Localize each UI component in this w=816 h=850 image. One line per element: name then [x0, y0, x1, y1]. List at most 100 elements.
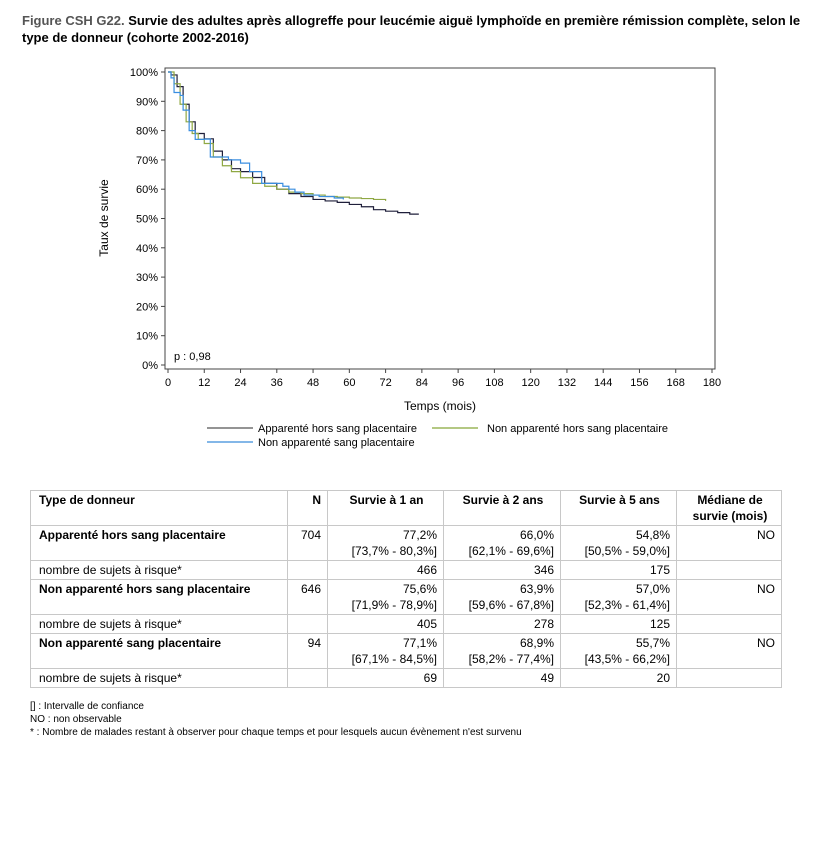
survival-5y: 54,8% [50,5% - 59,0%]	[560, 525, 677, 561]
x-tick-label: 120	[521, 377, 539, 389]
x-tick-label: 0	[165, 377, 171, 389]
ci: [43,5% - 66,2%]	[584, 652, 670, 666]
col-header-n: N	[287, 490, 328, 526]
footnote: * : Nombre de malades restant à observer…	[30, 727, 522, 738]
x-tick-label: 156	[630, 377, 648, 389]
risk-1y: 405	[327, 614, 444, 634]
x-tick-label: 180	[703, 377, 721, 389]
value: 75,6%	[402, 582, 437, 596]
table-section: Type de donneur N Survie à 1 an Survie à…	[30, 490, 790, 739]
risk-row: nombre de sujets à risque* 466 346 175	[30, 560, 782, 580]
survival-2y: 63,9% [59,6% - 67,8%]	[443, 579, 561, 615]
risk-label: nombre de sujets à risque*	[30, 668, 288, 688]
value: 55,7%	[635, 636, 670, 650]
ci: [50,5% - 59,0%]	[584, 544, 670, 558]
median-survival: NO	[676, 633, 782, 669]
risk-2y: 278	[443, 614, 561, 634]
legend-label: Apparenté hors sang placentaire	[258, 423, 417, 435]
value: 77,2%	[402, 528, 437, 542]
survival-1y: 77,2% [73,7% - 80,3%]	[327, 525, 444, 561]
y-tick-label: 20%	[136, 301, 158, 313]
risk-1y: 466	[327, 560, 444, 580]
ci: [73,7% - 80,3%]	[351, 544, 437, 558]
x-tick-label: 36	[271, 377, 283, 389]
survival-1y: 77,1% [67,1% - 84,5%]	[327, 633, 444, 669]
value: 54,8%	[635, 528, 670, 542]
ci: [67,1% - 84,5%]	[351, 652, 437, 666]
donor-type: Non apparenté hors sang placentaire	[30, 579, 288, 615]
figure-title-text: Survie des adultes après allogreffe pour…	[22, 13, 801, 45]
survival-chart: 0% 10% 20% 30% 40% 50% 60% 70% 80% 90% 100% 0 12 24 36…	[97, 67, 721, 449]
survival-curve-2	[168, 71, 387, 201]
y-tick-label: 60%	[136, 184, 158, 196]
footnote: NO : non observable	[30, 714, 122, 725]
median-survival: NO	[676, 525, 782, 561]
risk-1y: 69	[327, 668, 444, 688]
table-header-row: Type de donneur N Survie à 1 an Survie à…	[30, 490, 782, 526]
empty-cell	[287, 668, 328, 688]
risk-5y: 125	[560, 614, 677, 634]
value: 66,0%	[519, 528, 554, 542]
footnotes: [] : Intervalle de confiance NO : non ob…	[30, 700, 790, 739]
x-tick-label: 60	[343, 377, 355, 389]
plot-frame	[164, 67, 716, 370]
risk-2y: 49	[443, 668, 561, 688]
risk-row: nombre de sujets à risque* 405 278 125	[30, 614, 782, 634]
y-tick-label: 10%	[136, 331, 158, 343]
ci: [52,3% - 61,4%]	[584, 598, 670, 612]
y-tick-label: 40%	[136, 243, 158, 255]
value: 77,1%	[402, 636, 437, 650]
y-axis-label: Taux de survie	[97, 179, 111, 257]
ci: [58,2% - 77,4%]	[468, 652, 554, 666]
x-tick-label: 108	[485, 377, 503, 389]
risk-2y: 346	[443, 560, 561, 580]
y-tick-label: 50%	[136, 214, 158, 226]
empty-cell	[676, 560, 782, 580]
n-value: 704	[287, 525, 328, 561]
value: 57,0%	[635, 582, 670, 596]
table-row: Non apparenté sang placentaire 94 77,1% […	[30, 633, 782, 669]
figure-label: Figure CSH G22.	[22, 13, 125, 28]
x-tick-label: 132	[558, 377, 576, 389]
empty-cell	[287, 560, 328, 580]
col-header-type: Type de donneur	[30, 490, 288, 526]
col-header-median: Médiane de survie (mois)	[676, 490, 782, 526]
y-tick-label: 80%	[136, 126, 158, 138]
risk-5y: 20	[560, 668, 677, 688]
x-tick-label: 24	[234, 377, 246, 389]
empty-cell	[676, 668, 782, 688]
legend-label: Non apparenté hors sang placentaire	[487, 423, 668, 435]
x-tick-label: 48	[307, 377, 319, 389]
empty-cell	[287, 614, 328, 634]
y-tick-label: 70%	[136, 155, 158, 167]
donor-type: Apparenté hors sang placentaire	[30, 525, 288, 561]
x-tick-label: 144	[594, 377, 612, 389]
ci: [62,1% - 69,6%]	[468, 544, 554, 558]
risk-row: nombre de sujets à risque* 69 49 20	[30, 668, 782, 688]
risk-label: nombre de sujets à risque*	[30, 614, 288, 634]
survival-2y: 66,0% [62,1% - 69,6%]	[443, 525, 561, 561]
donor-type: Non apparenté sang placentaire	[30, 633, 288, 669]
risk-label: nombre de sujets à risque*	[30, 560, 288, 580]
ci: [59,6% - 67,8%]	[468, 598, 554, 612]
ci: [71,9% - 78,9%]	[351, 598, 437, 612]
n-value: 646	[287, 579, 328, 615]
survival-2y: 68,9% [58,2% - 77,4%]	[443, 633, 561, 669]
x-tick-label: 84	[416, 377, 428, 389]
x-tick-label: 12	[198, 377, 210, 389]
survival-5y: 55,7% [43,5% - 66,2%]	[560, 633, 677, 669]
value: 68,9%	[519, 636, 554, 650]
figure-title: Figure CSH G22. Survie des adultes après…	[22, 12, 812, 46]
survival-table: Type de donneur N Survie à 1 an Survie à…	[30, 490, 782, 688]
survival-curve-3	[168, 71, 344, 200]
median-survival: NO	[676, 579, 782, 615]
table-row: Apparenté hors sang placentaire 704 77,2…	[30, 525, 782, 561]
table-row: Non apparenté hors sang placentaire 646 …	[30, 579, 782, 615]
y-tick-label: 100%	[130, 67, 158, 79]
col-header-5y: Survie à 5 ans	[560, 490, 677, 526]
risk-5y: 175	[560, 560, 677, 580]
y-tick-label: 30%	[136, 272, 158, 284]
footnote: [] : Intervalle de confiance	[30, 701, 144, 712]
legend-label: Non apparenté sang placentaire	[258, 437, 415, 449]
n-value: 94	[287, 633, 328, 669]
